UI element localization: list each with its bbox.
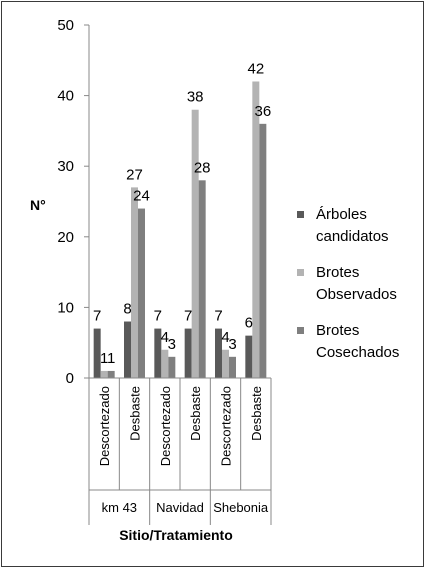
data-label: 42 [247,60,264,77]
data-label: 38 [187,89,204,106]
data-label: 8 [123,301,131,318]
bar [131,187,138,378]
bar [184,328,192,378]
data-label: 7 [184,308,192,325]
data-label: 7 [154,308,162,325]
legend-label: Cosechados [316,344,399,361]
data-label: 3 [168,336,176,353]
bar [252,81,260,378]
data-label: 7 [93,308,101,325]
data-label: 1 [107,350,115,367]
bar [215,328,222,378]
bar [161,349,169,378]
data-label: 6 [245,315,253,332]
bar [245,335,253,378]
y-tick-label: 30 [57,158,74,175]
bar [93,328,101,378]
x-axis: Descortezado Desbaste km 43 Descortezado Des… [88,377,272,525]
bar [100,370,108,378]
y-tick-label: 10 [57,299,74,316]
x-category-label: Descortezado [219,386,234,466]
bar [222,349,229,378]
legend-swatch [297,211,304,218]
data-label: 36 [254,103,271,120]
legend-label: Árboles [316,206,367,223]
x-category-label: Descortezado [158,386,173,466]
y-tick-label: 50 [57,17,74,34]
x-axis-title: Sitio/Tratamiento [119,527,233,543]
bar [154,328,162,378]
bar [191,109,199,378]
y-tick-label: 20 [57,229,74,246]
bar [107,370,115,378]
data-label: 27 [126,166,143,183]
bar [138,208,145,378]
legend-label: Brotes [316,322,359,339]
legend-label: Brotes [316,264,359,281]
data-label: 3 [228,336,236,353]
data-label: 4 [221,329,229,346]
x-category-label: Desbaste [188,386,203,441]
y-axis-title: N° [30,197,46,213]
data-label: 28 [194,159,211,176]
legend-swatch [297,269,304,276]
data-label: 24 [133,188,150,205]
x-group-label: km 43 [102,500,137,515]
y-tick-label: 40 [57,88,74,105]
bar [124,321,131,378]
legend: Árboles candidatos Brotes Observados Brotes C… [297,206,399,361]
data-label: 7 [214,308,222,325]
x-group-label: Shebonia [213,500,269,515]
bar [229,356,236,378]
x-group-label: Navidad [156,500,204,515]
bar [198,180,206,378]
x-category-label: Desbaste [128,386,143,441]
y-axis: 0 10 20 30 40 50 [57,17,90,387]
legend-swatch [297,327,304,334]
y-tick-label: 0 [66,370,74,387]
legend-label: Observados [316,286,397,303]
data-label: 4 [161,329,169,346]
x-category-label: Descortezado [97,386,112,466]
x-category-label: Desbaste [249,386,264,441]
bar [259,123,267,378]
bar [168,356,176,378]
bars [93,81,267,378]
data-label: 1 [100,350,108,367]
legend-label: candidatos [316,228,389,245]
